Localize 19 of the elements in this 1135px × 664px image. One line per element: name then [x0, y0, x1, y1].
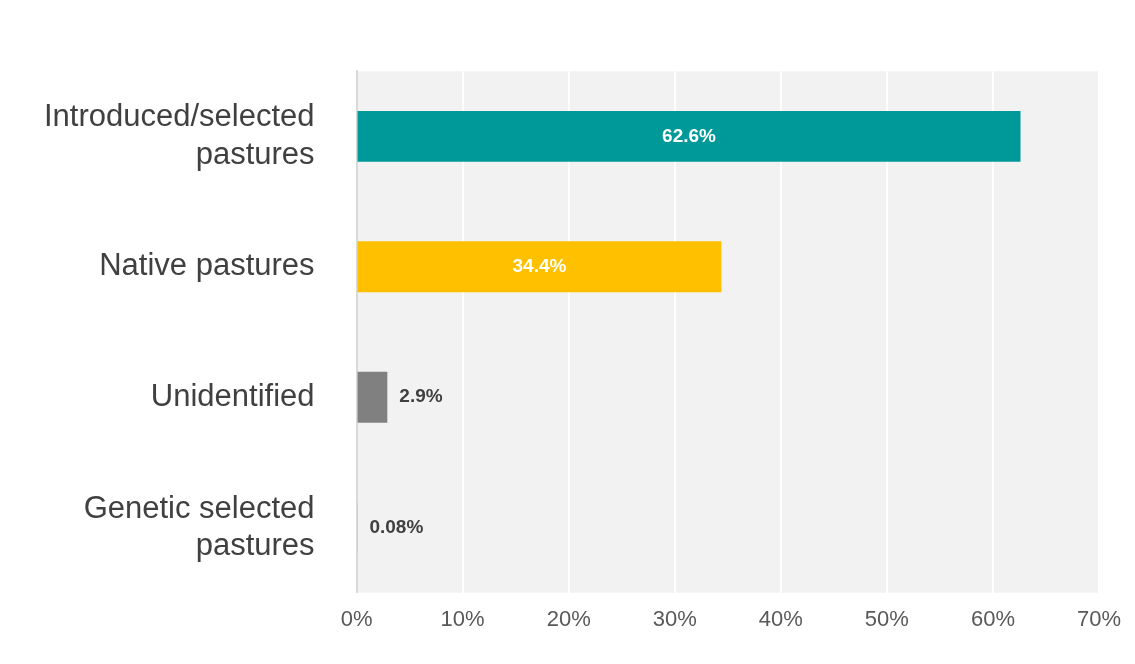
bar — [357, 110, 1021, 162]
x-tick-label: 10% — [440, 606, 485, 632]
data-label: 34.4% — [512, 255, 567, 277]
x-tick-label: 0% — [340, 606, 373, 632]
x-tick-label: 70% — [1076, 606, 1122, 632]
y-tick-label: Genetic selected pastures — [83, 489, 315, 562]
x-tick-label: 60% — [970, 606, 1015, 632]
y-tick-label: Native pastures — [99, 247, 315, 283]
x-tick-label: 50% — [864, 606, 909, 632]
x-tick-label: 20% — [546, 606, 591, 632]
x-tick-label: 30% — [652, 606, 697, 632]
bar — [357, 241, 722, 293]
bar — [357, 371, 388, 423]
data-label: 2.9% — [399, 385, 443, 407]
data-label: 62.6% — [662, 124, 717, 146]
data-label: 0.08% — [369, 515, 424, 537]
y-tick-label: Unidentified — [150, 377, 315, 413]
x-tick-label: 40% — [758, 606, 803, 632]
y-tick-label: Introduced/selected pastures — [43, 98, 315, 171]
